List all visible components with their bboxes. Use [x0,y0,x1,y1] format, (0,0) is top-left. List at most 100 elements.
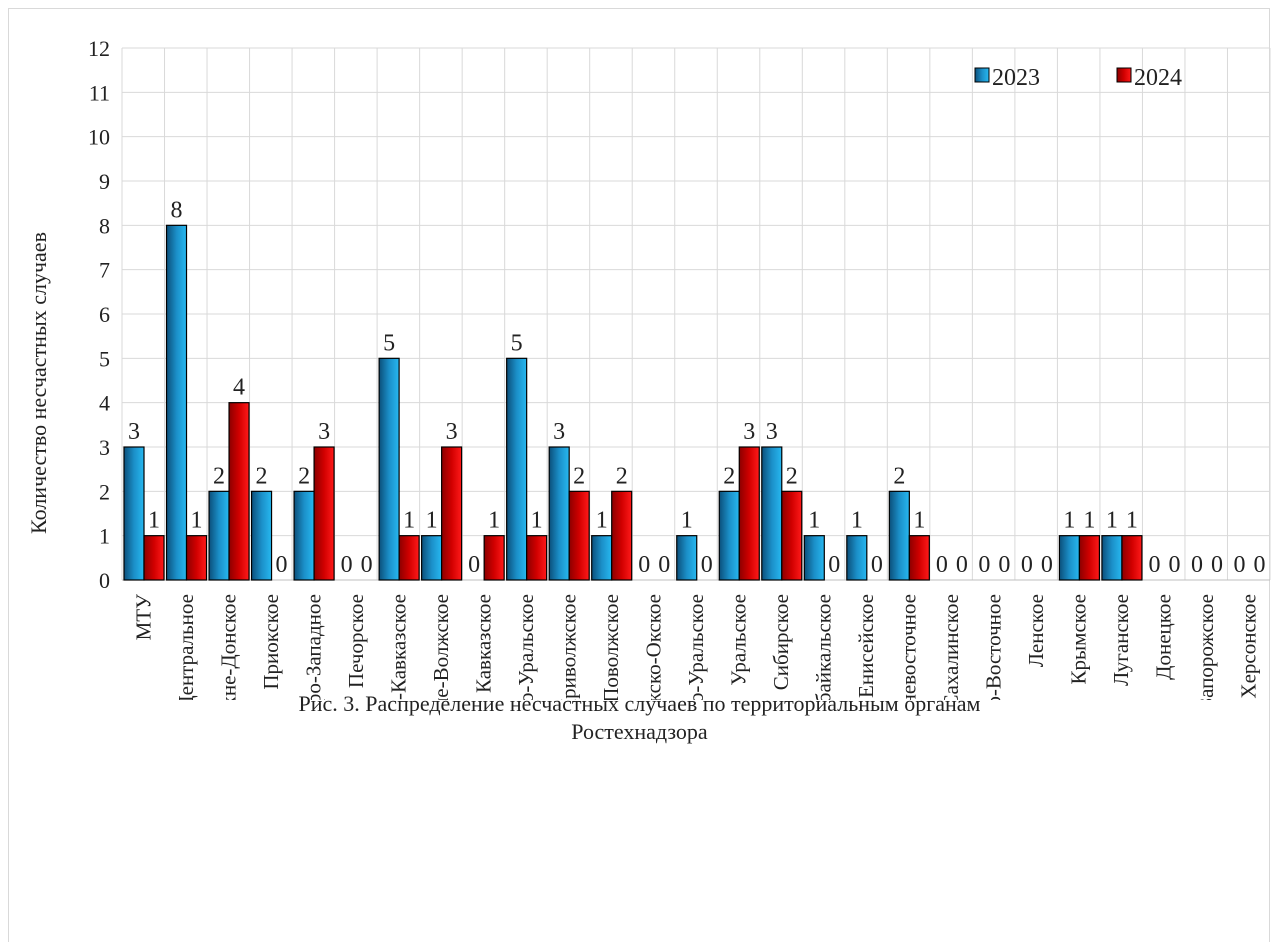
data-label-2024-6: 1 [403,508,415,534]
x-tick-label: Крымское [1067,594,1091,684]
data-label-2023-22: 1 [1063,508,1075,534]
y-tick-label: 3 [99,435,110,460]
data-label-2024-26: 0 [1253,552,1265,578]
bar-2024-1 [185,535,208,581]
legend-label-2023: 2023 [992,65,1040,91]
bar-2023-6 [378,357,400,581]
x-tick-label: Верхне-Донское [216,594,240,700]
y-tick-label: 11 [89,80,110,105]
data-label-2024-1: 1 [191,508,203,534]
y-tick-label: 8 [99,213,110,238]
y-tick-label: 9 [99,169,110,194]
x-tick-label: Волжско-Окское [641,594,665,700]
y-axis-label: Количество несчастных случаев [26,232,51,534]
x-tick-label: Северо-Западное [301,594,325,700]
x-tick-label: Центральное [174,594,198,700]
x-tick-label: Донецкое [1152,594,1176,680]
x-tick-label: Сахалинское [939,594,963,700]
data-label-2023-12: 0 [638,552,650,578]
data-label-2023-19: 0 [936,552,948,578]
bar-2023-7 [421,535,443,581]
data-label-2024-19: 0 [956,552,968,578]
bars [123,224,1143,581]
x-tick-label: Запорожское [1194,594,1218,700]
caption-line-1: Рис. 3. Распределение несчастных случаев… [298,691,981,716]
bar-2023-14 [718,490,740,581]
bar-2024-0 [143,535,165,581]
x-tick-label: Уральское [727,594,751,686]
bar-2023-10 [548,446,570,581]
x-tick-label: Луганское [1109,594,1133,686]
data-label-2023-10: 3 [553,419,565,445]
x-tick-label: Енисейское [854,594,878,698]
bar-2024-10 [568,490,590,581]
bar-2024-22 [1078,535,1101,581]
data-label-2023-3: 2 [256,463,268,489]
data-label-2023-16: 1 [808,508,820,534]
data-label-2023-26: 0 [1233,552,1245,578]
y-tick-label: 2 [99,479,110,504]
data-label-2024-0: 1 [148,508,160,534]
y-tick-label: 4 [99,391,110,416]
x-tick-label: Западно-Уральское [514,594,538,700]
data-label-2023-4: 2 [298,463,310,489]
bar-2024-18 [908,535,930,581]
x-tick-label: Северо-Восточное [982,594,1006,700]
data-label-2023-6: 5 [383,330,395,356]
data-label-2024-13: 0 [701,552,713,578]
data-label-2023-0: 3 [128,419,140,445]
x-tick-label: Печорское [344,594,368,688]
data-label-2024-24: 0 [1168,552,1180,578]
legend: 2023 2024 [974,65,1182,91]
data-label-2024-3: 0 [276,552,288,578]
bar-2023-16 [803,535,825,581]
data-label-2024-16: 0 [828,552,840,578]
data-label-2024-18: 1 [913,508,925,534]
data-label-2023-9: 5 [511,330,523,356]
bar-2024-2 [228,402,250,581]
data-label-2024-23: 1 [1126,508,1138,534]
bar-2023-0 [123,446,145,581]
data-label-2023-1: 8 [171,197,183,223]
data-label-2024-10: 2 [573,463,585,489]
data-label-2024-21: 0 [1041,552,1053,578]
bar-2024-9 [526,535,548,581]
x-tick-label: Приокское [259,594,283,690]
x-tick-label: МТУ [131,594,155,641]
x-tick-label: Ленское [1024,594,1048,667]
data-label-2023-18: 2 [893,463,905,489]
data-label-2024-15: 2 [786,463,798,489]
data-label-2023-24: 0 [1148,552,1160,578]
bar-2023-17 [846,535,868,581]
data-label-2023-17: 1 [851,508,863,534]
data-label-2024-14: 3 [743,419,755,445]
data-label-2024-22: 1 [1083,508,1095,534]
x-tick-label: Северо-Кавказское [386,594,410,700]
data-label-2024-12: 0 [658,552,670,578]
legend-label-2024: 2024 [1134,65,1182,91]
bar-2023-4 [293,490,315,581]
data-label-2023-13: 1 [681,508,693,534]
y-tick-label: 5 [99,346,110,371]
bar-2024-7 [441,446,463,581]
x-tick-label: Северо-Уральское [684,594,708,700]
data-label-2023-20: 0 [978,552,990,578]
data-label-2024-17: 0 [871,552,883,578]
data-label-2023-8: 0 [468,552,480,578]
x-tick-label: Сибирское [769,594,793,690]
data-label-2024-7: 3 [446,419,458,445]
x-tick-label: Дальневосточное [897,594,921,700]
x-tick-label: Херсонское [1237,594,1261,699]
x-tick-label: Приволжское [556,594,580,700]
bar-2023-1 [165,224,188,581]
bar-2023-22 [1058,535,1081,581]
legend-swatch-2023 [974,67,990,83]
data-label-2024-8: 1 [488,508,500,534]
data-label-2024-25: 0 [1211,552,1223,578]
data-label-2023-11: 1 [596,508,608,534]
bar-2024-15 [781,490,803,581]
x-axis-ticks: МТУ Центральное Верхне-Донское Приокское Сев… [131,594,1260,700]
